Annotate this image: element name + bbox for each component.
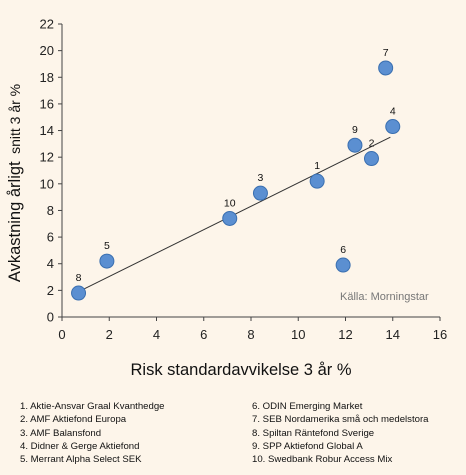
- data-point: [347, 137, 363, 153]
- y-tick-label: 8: [47, 203, 54, 218]
- legend-item: 6. ODIN Emerging Market: [252, 401, 363, 412]
- y-tick-label: 20: [40, 43, 54, 58]
- data-point: [71, 285, 87, 301]
- y-tick-label: 16: [40, 96, 54, 111]
- x-tick-label: 12: [338, 327, 352, 342]
- data-point: [252, 185, 268, 201]
- y-tick-label: 10: [40, 176, 54, 191]
- data-point-label: 4: [390, 106, 396, 118]
- x-tick-label: 2: [106, 327, 113, 342]
- x-tick-label: 4: [153, 327, 160, 342]
- data-point: [99, 253, 115, 269]
- legend-item: 9. SPP Aktiefond Global A: [252, 440, 363, 452]
- legend-column-1: 1. Aktie-Ansvar Graal Kvanthedge 2. AMF …: [20, 400, 245, 466]
- data-point: [309, 173, 325, 189]
- y-tick-label: 4: [47, 256, 54, 271]
- data-point-label: 8: [76, 272, 82, 284]
- legend-column-2: 6. ODIN Emerging Market 7. SEB Nordameri…: [252, 400, 462, 466]
- y-axis-label-main: Avkastning årligt: [6, 161, 24, 282]
- x-axis: 0 2 4 6 8 10 12 14 16: [58, 316, 447, 342]
- data-point-label: 1: [314, 160, 320, 172]
- data-point-label: 7: [383, 47, 389, 59]
- legend-item: 2. AMF Aktiefond Europa: [20, 414, 127, 426]
- x-tick-label: 6: [200, 327, 207, 342]
- data-point-label: 10: [224, 197, 236, 209]
- data-point: [385, 119, 401, 135]
- x-axis-label: Risk standardavvikelse 3 år %: [130, 361, 351, 379]
- data-point-label: 6: [340, 244, 346, 256]
- legend-item: 1. Aktie-Ansvar Graal Kvanthedge: [20, 401, 165, 412]
- x-tick-label: 0: [58, 327, 65, 342]
- data-points: 1 2 3 4 5 6 7 8 9 10: [71, 47, 401, 301]
- source-note: Källa: Morningstar: [340, 291, 429, 303]
- data-point: [363, 151, 379, 167]
- legend-item: 7. SEB Nordamerika små och medelstora: [252, 414, 429, 426]
- y-axis: 0 2 4 6 8 10 12 14 16 18 20 22: [40, 17, 63, 325]
- y-tick-label: 12: [40, 150, 54, 165]
- legend-item: 4. Didner & Gerge Aktiefond: [20, 440, 140, 452]
- y-tick-label: 6: [47, 230, 54, 245]
- data-point-label: 5: [104, 240, 110, 252]
- legend-item: 10. Swedbank Robur Access Mix: [252, 454, 393, 466]
- legend-item: 8. Spiltan Räntefond Sverige: [252, 427, 375, 439]
- y-tick-label: 22: [40, 17, 54, 32]
- y-tick-label: 2: [47, 283, 54, 298]
- data-point: [335, 257, 351, 273]
- data-point: [222, 210, 238, 226]
- y-tick-label: 18: [40, 70, 54, 85]
- legend-item: 3. AMF Balansfond: [20, 427, 102, 439]
- x-tick-label: 10: [291, 327, 305, 342]
- x-tick-label: 14: [386, 327, 400, 342]
- data-point-label: 3: [258, 172, 264, 184]
- data-point-label: 2: [369, 138, 375, 150]
- y-axis-label-small: snitt 3 år %: [7, 84, 23, 154]
- x-tick-label: 8: [247, 327, 254, 342]
- x-tick-label: 16: [433, 327, 447, 342]
- data-point: [378, 60, 394, 76]
- y-axis-label: Avkastning årligt snitt 3 år %: [6, 84, 24, 282]
- y-tick-label: 14: [40, 123, 54, 138]
- data-point-label: 9: [352, 124, 358, 136]
- legend-item: 5. Merrant Alpha Select SEK: [20, 454, 142, 466]
- y-tick-label: 0: [47, 310, 54, 325]
